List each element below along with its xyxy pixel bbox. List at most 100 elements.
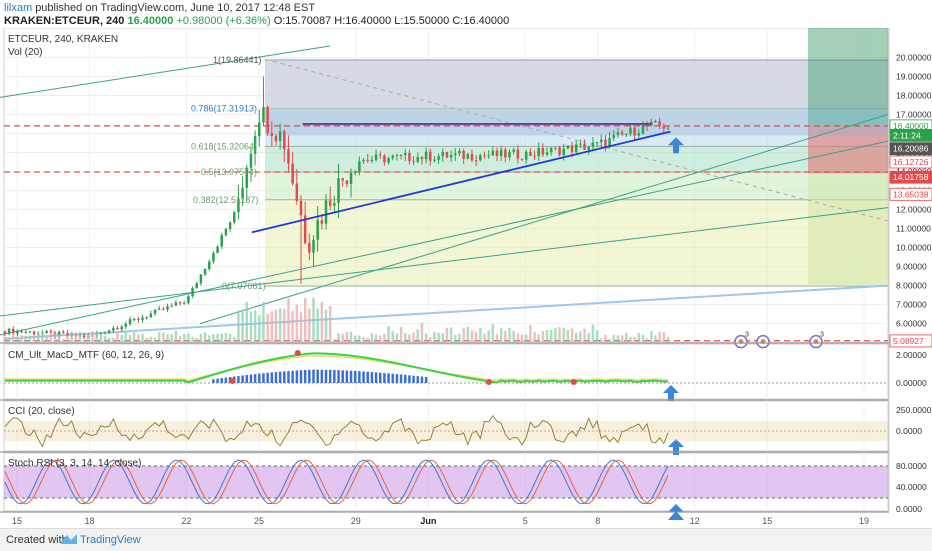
price-tick: 9.00000 (896, 262, 927, 272)
candle-body (237, 198, 240, 213)
fan-line (264, 58, 889, 222)
volume-bar (499, 328, 503, 342)
volume-bar (283, 309, 286, 342)
x-tick: 5 (523, 516, 528, 526)
candle-body (395, 154, 399, 156)
volume-bar (220, 333, 223, 342)
volume-bar (366, 337, 369, 342)
candle-body (333, 202, 336, 206)
volume-bar (120, 334, 123, 342)
candle-body (420, 156, 424, 160)
up-arrow-icon (668, 137, 684, 154)
cci-arrow (668, 439, 684, 455)
candle-body (562, 148, 565, 156)
macd-hist-bar (366, 371, 369, 383)
volume-bar (362, 337, 365, 342)
candle-body (278, 131, 282, 141)
candle-body (408, 152, 411, 162)
candle-body (233, 212, 236, 223)
volume-bar (612, 334, 616, 342)
volume-bar (103, 335, 107, 342)
candle-body (191, 288, 194, 297)
volume-bar (199, 333, 203, 342)
cci-label: CCI (20, close) (8, 406, 75, 417)
macd-cross-dot (485, 379, 492, 385)
volume-bar (174, 331, 178, 342)
candle-body (378, 154, 382, 156)
candle-body (174, 302, 178, 306)
candle-body (170, 305, 173, 307)
candle-body (11, 328, 15, 334)
candle-body (629, 127, 632, 134)
volume-bar (541, 331, 545, 342)
candle-body (291, 163, 294, 184)
volume-bar (570, 328, 574, 342)
candle-body (112, 328, 115, 331)
author-name[interactable]: lilxam (4, 2, 33, 14)
candle-body (404, 152, 407, 156)
x-tick: 15 (762, 516, 772, 526)
price-tick: 19.00000 (896, 71, 932, 81)
volume-bar (487, 330, 490, 342)
volume-bar (295, 304, 299, 342)
volume-bar (237, 310, 240, 342)
candle-body (633, 127, 636, 136)
tradingview-brand[interactable]: TradingView (80, 534, 141, 546)
candle-body (366, 159, 369, 161)
volume-bar (358, 335, 361, 342)
tradingview-logo-icon (61, 534, 77, 544)
x-tick: 15 (12, 516, 22, 526)
volume-bar (529, 324, 532, 342)
volume-bar (637, 332, 641, 342)
chart-canvas[interactable]: 1(19.86441) 0.786(17.31913) 0.618(15.32064… (0, 28, 932, 528)
macd-hist-bar (374, 372, 378, 383)
candle-body (595, 142, 599, 144)
candle-body (399, 154, 403, 156)
macd-hist-bar (424, 376, 428, 383)
volume-bar (149, 336, 153, 342)
volume-bar (241, 311, 244, 342)
volume-bar (408, 334, 411, 342)
macd-hist-bar (391, 373, 394, 383)
volume-bar (187, 333, 190, 342)
candle-body (178, 302, 182, 304)
candle-body (57, 331, 61, 336)
volume-bar (466, 326, 470, 342)
candle-body (424, 151, 428, 160)
candle-body (466, 154, 470, 159)
channel-line (0, 207, 889, 317)
macd-hist-bar (353, 370, 357, 383)
target-profit-box (808, 28, 888, 126)
up-arrow-icon (663, 385, 679, 401)
candle-body (341, 178, 344, 181)
volume-bar (224, 332, 228, 342)
candle-body (374, 154, 378, 160)
ascending-trendline (251, 130, 671, 234)
volume-bar (191, 337, 194, 342)
candle-body (199, 274, 203, 284)
cci-tick: 250.0000 (896, 405, 932, 415)
macd-hist-bar (241, 375, 244, 383)
candle-body (212, 253, 215, 262)
stoch-tick: 80.0000 (896, 461, 927, 471)
volume-bar (24, 335, 27, 342)
price-tag: 2:11:24 (893, 130, 921, 140)
volume-bar (66, 335, 69, 342)
volume-bar (341, 334, 344, 342)
macd-hist-bar (416, 376, 420, 383)
channel-line (0, 45, 331, 98)
candle-body (487, 155, 490, 157)
candle-body (107, 330, 111, 334)
volume-bar (91, 331, 94, 342)
volume-bar (353, 335, 357, 342)
macd-hist-bar (395, 374, 399, 383)
x-tick: 22 (181, 516, 191, 526)
volume-bar (591, 324, 595, 342)
price-tag: 13.65038 (893, 189, 929, 199)
candle-body (491, 150, 495, 156)
volume-bar (216, 333, 219, 342)
candle-body (195, 283, 198, 289)
candle-body (349, 172, 353, 184)
volume-bar (574, 332, 578, 342)
volume-bar (395, 333, 399, 342)
